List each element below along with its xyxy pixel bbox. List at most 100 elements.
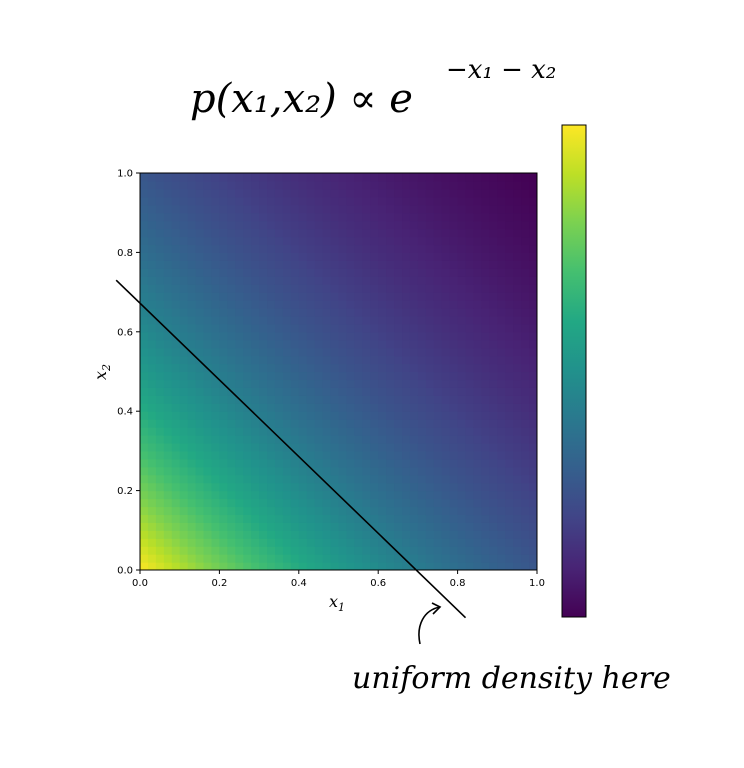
heatmap-cell — [306, 173, 316, 182]
heatmap-cell — [425, 268, 435, 277]
heatmap-cell — [521, 506, 530, 516]
heatmap-cell — [513, 546, 522, 555]
heatmap-cell — [179, 315, 189, 325]
heatmap-cell — [338, 411, 348, 420]
heatmap-cell — [290, 506, 300, 516]
heatmap-cell — [298, 173, 308, 182]
heatmap-cell — [354, 395, 363, 404]
heatmap-cell — [147, 450, 157, 460]
heatmap-cell — [481, 284, 490, 293]
heatmap-cell — [290, 522, 300, 531]
heatmap-cell — [219, 363, 228, 373]
heatmap-cell — [314, 387, 324, 396]
heatmap-cell — [354, 546, 363, 555]
heatmap-cell — [513, 379, 522, 388]
heatmap-cell — [267, 292, 276, 301]
heatmap-cell — [274, 307, 284, 317]
heatmap-cell — [306, 244, 316, 253]
heatmap-cell — [338, 403, 348, 412]
heatmap-cell — [346, 204, 355, 214]
heatmap-cell — [425, 276, 435, 285]
heatmap-cell — [298, 204, 308, 214]
heatmap-cell — [267, 450, 276, 460]
heatmap-cell — [227, 236, 236, 246]
heatmap-cell — [290, 379, 300, 388]
heatmap-cell — [409, 292, 419, 301]
heatmap-cell — [362, 220, 371, 230]
heatmap-cell — [489, 260, 498, 269]
heatmap-cell — [306, 506, 316, 516]
heatmap-cell — [346, 403, 355, 412]
heatmap-cell — [338, 188, 348, 198]
heatmap-cell — [394, 546, 403, 555]
heatmap-cell — [227, 347, 236, 357]
heatmap-cell — [497, 419, 506, 428]
heatmap-cell — [227, 228, 236, 238]
heatmap-cell — [505, 173, 514, 182]
heatmap-cell — [497, 427, 506, 436]
heatmap-cell — [163, 562, 173, 570]
heatmap-cell — [465, 458, 475, 468]
heatmap-cell — [267, 387, 276, 396]
heatmap-cell — [481, 506, 490, 516]
heatmap-cell — [243, 427, 252, 436]
heatmap-cell — [330, 427, 340, 436]
heatmap-cell — [505, 442, 514, 452]
heatmap-cell — [140, 315, 149, 325]
heatmap-cell — [322, 307, 332, 317]
heatmap-cell — [259, 268, 268, 277]
heatmap-cell — [338, 379, 348, 388]
heatmap-cell — [211, 339, 220, 349]
heatmap-cell — [219, 315, 228, 325]
heatmap-cell — [282, 363, 292, 373]
heatmap-cell — [155, 339, 165, 349]
heatmap-cell — [481, 450, 490, 460]
heatmap-cell — [195, 260, 205, 269]
heatmap-cell — [402, 379, 411, 388]
heatmap-cell — [330, 204, 340, 214]
heatmap-cell — [155, 276, 165, 285]
heatmap-cell — [322, 546, 332, 555]
heatmap-cell — [155, 395, 165, 404]
heatmap-cell — [163, 514, 173, 523]
heatmap-cell — [457, 307, 467, 317]
heatmap-cell — [140, 196, 149, 206]
heatmap-cell — [322, 506, 332, 516]
heatmap-cell — [346, 268, 355, 277]
heatmap-cell — [529, 236, 537, 246]
heatmap-cell — [481, 427, 490, 436]
heatmap-cell — [362, 450, 371, 460]
heatmap-cell — [227, 363, 236, 373]
heatmap-cell — [497, 252, 506, 261]
heatmap-cell — [251, 236, 260, 246]
heatmap-cell — [171, 562, 181, 570]
heatmap-cell — [346, 347, 355, 357]
heatmap-cell — [163, 196, 173, 206]
heatmap-cell — [155, 188, 165, 198]
heatmap-cell — [521, 435, 530, 444]
heatmap-cell — [211, 466, 220, 476]
heatmap-cell — [147, 339, 157, 349]
heatmap-cell — [203, 411, 213, 420]
heatmap-cell — [497, 371, 506, 381]
heatmap-cell — [529, 506, 537, 516]
heatmap-cell — [402, 323, 411, 333]
heatmap-cell — [147, 204, 157, 214]
heatmap-cell — [227, 244, 236, 253]
heatmap-cell — [298, 228, 308, 238]
heatmap-cell — [179, 347, 189, 357]
heatmap-cell — [155, 196, 165, 206]
heatmap-cell — [457, 554, 467, 563]
heatmap-cell — [219, 188, 228, 198]
heatmap-cell — [195, 355, 205, 365]
heatmap-cell — [227, 379, 236, 388]
heatmap-cell — [227, 506, 236, 516]
heatmap-cell — [338, 204, 348, 214]
heatmap-cell — [243, 220, 252, 230]
heatmap-cell — [243, 188, 252, 198]
heatmap-cell — [378, 347, 387, 357]
heatmap-cell — [147, 522, 157, 531]
heatmap-cell — [211, 196, 220, 206]
heatmap-cell — [298, 260, 308, 269]
heatmap-cell — [338, 173, 348, 182]
